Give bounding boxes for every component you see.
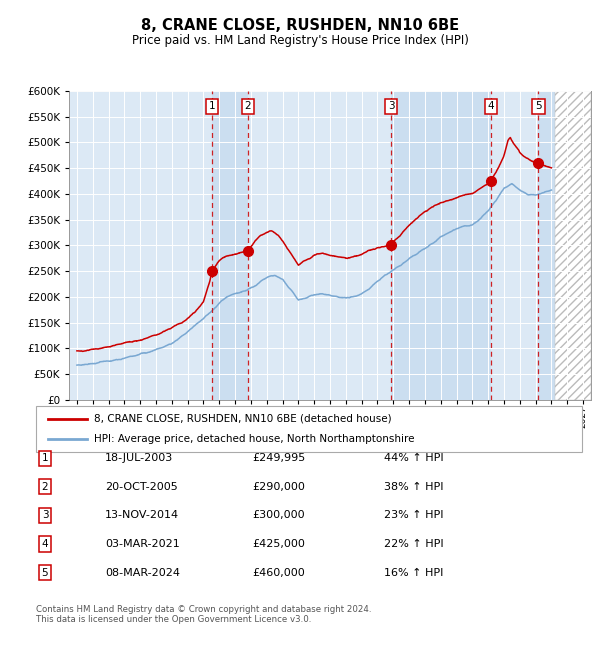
Text: 2: 2: [41, 482, 49, 492]
Text: 5: 5: [41, 567, 49, 578]
Text: £425,000: £425,000: [252, 539, 305, 549]
Text: Contains HM Land Registry data © Crown copyright and database right 2024.
This d: Contains HM Land Registry data © Crown c…: [36, 604, 371, 624]
Text: 1: 1: [41, 453, 49, 463]
Text: 8, CRANE CLOSE, RUSHDEN, NN10 6BE (detached house): 8, CRANE CLOSE, RUSHDEN, NN10 6BE (detac…: [94, 414, 392, 424]
Text: 44% ↑ HPI: 44% ↑ HPI: [384, 453, 443, 463]
Text: Price paid vs. HM Land Registry's House Price Index (HPI): Price paid vs. HM Land Registry's House …: [131, 34, 469, 47]
Text: 1: 1: [209, 101, 215, 111]
Text: 38% ↑ HPI: 38% ↑ HPI: [384, 482, 443, 492]
Text: 13-NOV-2014: 13-NOV-2014: [105, 510, 179, 521]
Bar: [554, 91, 591, 400]
Text: £290,000: £290,000: [252, 482, 305, 492]
Text: 3: 3: [388, 101, 395, 111]
Text: £249,995: £249,995: [252, 453, 305, 463]
Text: 2: 2: [244, 101, 251, 111]
Text: 16% ↑ HPI: 16% ↑ HPI: [384, 567, 443, 578]
Text: 8, CRANE CLOSE, RUSHDEN, NN10 6BE: 8, CRANE CLOSE, RUSHDEN, NN10 6BE: [141, 18, 459, 33]
Text: £300,000: £300,000: [252, 510, 305, 521]
Bar: [391, 91, 491, 400]
Bar: [538, 91, 554, 400]
Text: 22% ↑ HPI: 22% ↑ HPI: [384, 539, 443, 549]
Text: 4: 4: [41, 539, 49, 549]
Text: 4: 4: [488, 101, 494, 111]
Text: 3: 3: [41, 510, 49, 521]
Text: 08-MAR-2024: 08-MAR-2024: [105, 567, 180, 578]
Text: 03-MAR-2021: 03-MAR-2021: [105, 539, 180, 549]
Text: 5: 5: [535, 101, 542, 111]
Text: £460,000: £460,000: [252, 567, 305, 578]
Bar: [212, 91, 248, 400]
Text: 18-JUL-2003: 18-JUL-2003: [105, 453, 173, 463]
Text: 23% ↑ HPI: 23% ↑ HPI: [384, 510, 443, 521]
Text: 20-OCT-2005: 20-OCT-2005: [105, 482, 178, 492]
Text: HPI: Average price, detached house, North Northamptonshire: HPI: Average price, detached house, Nort…: [94, 434, 415, 444]
